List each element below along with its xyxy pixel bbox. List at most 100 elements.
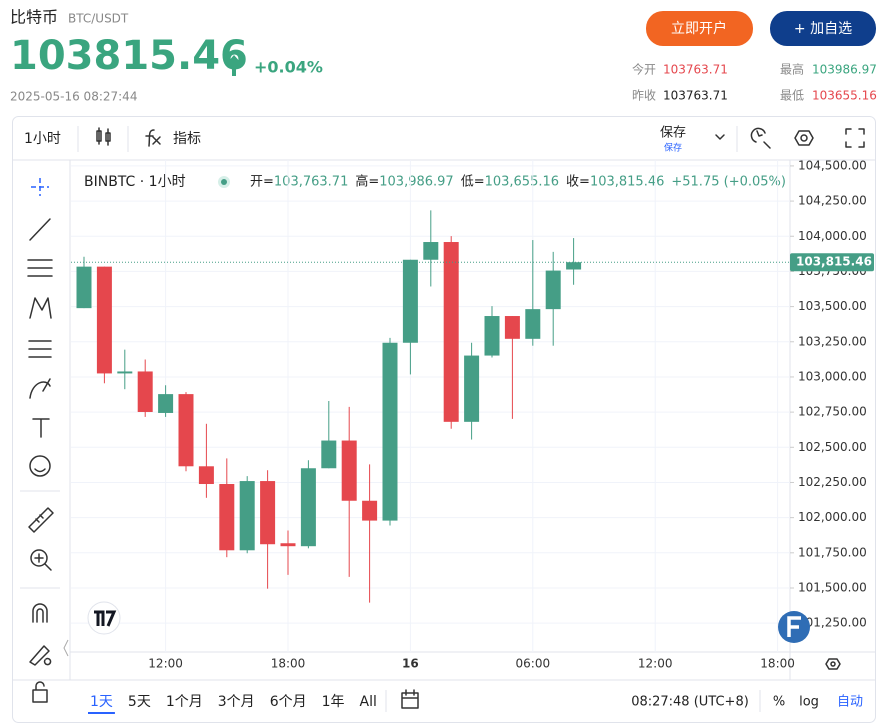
x-tick-label: 12:00 xyxy=(148,657,183,671)
plot: 101,250.00 101,500.00 101,750.00 102,000.00… xyxy=(71,158,874,671)
candle-body xyxy=(198,466,214,485)
y-tick-label: 104,000.00 xyxy=(798,229,867,243)
legend-label: 高= xyxy=(355,174,379,190)
candle-body xyxy=(321,440,337,469)
crosshair-tool[interactable] xyxy=(31,178,49,196)
emoji-smile xyxy=(34,468,46,473)
range-button[interactable]: 5天 xyxy=(128,694,151,710)
y-tick-label: 102,500.00 xyxy=(798,440,867,454)
price-change: +0.04% xyxy=(254,58,323,77)
y-tick-label: 103,250.00 xyxy=(798,334,867,348)
f-logo-mark xyxy=(787,616,801,637)
open-account-label[interactable]: 立即开户 xyxy=(671,20,727,37)
axis-settings[interactable] xyxy=(825,658,841,670)
up-arrow xyxy=(225,54,243,76)
legend-label: 收= xyxy=(566,175,590,190)
legend-value: +51.75 (+0.05%) xyxy=(671,175,786,190)
legend-label: 开= xyxy=(250,175,274,190)
y-tick-label: 102,750.00 xyxy=(798,405,867,419)
percent-toggle[interactable]: % xyxy=(773,695,785,710)
date-range-icon[interactable] xyxy=(401,689,419,709)
dropdown[interactable] xyxy=(715,134,725,140)
projection-tool[interactable] xyxy=(28,340,52,358)
candle-body xyxy=(402,259,418,343)
symbol: BINBTC · 1小时 xyxy=(84,174,186,190)
candle-body xyxy=(341,440,357,501)
pattern-tool[interactable] xyxy=(29,297,52,319)
candle-body xyxy=(423,242,439,260)
candle-body xyxy=(158,394,174,413)
text-tool[interactable] xyxy=(32,418,50,438)
ruler-tool[interactable] xyxy=(28,507,54,533)
stat-value: 103763.71 xyxy=(663,89,728,103)
candle-icon[interactable] xyxy=(96,127,111,146)
candle-body xyxy=(545,270,561,310)
zoom-plus xyxy=(34,553,52,571)
open-account-button[interactable] xyxy=(646,11,753,46)
range-button[interactable]: 1个月 xyxy=(166,694,203,710)
zoom-tool[interactable] xyxy=(30,549,48,567)
range-button[interactable]: All xyxy=(360,694,377,710)
indicators[interactable]: 指标 xyxy=(173,131,201,147)
candle-body xyxy=(443,242,459,422)
alert-icon[interactable] xyxy=(750,127,771,149)
log-toggle[interactable]: log xyxy=(799,695,819,710)
candle-body xyxy=(566,262,582,270)
price-tag xyxy=(790,253,874,272)
settings-icon[interactable] xyxy=(794,130,814,146)
watchlist-label[interactable]: + 加自选 xyxy=(794,21,852,37)
stat-value: 103986.97 xyxy=(812,63,877,77)
range-button[interactable]: 3个月 xyxy=(218,694,255,710)
interval[interactable]: 1小时 xyxy=(24,131,61,147)
save[interactable]: 保存 xyxy=(660,126,686,141)
axis-settings-dot xyxy=(830,661,836,667)
auto-toggle[interactable]: 自动 xyxy=(837,695,863,710)
candle-body xyxy=(484,316,500,356)
candle-body xyxy=(178,394,194,467)
y-tick-label: 102,000.00 xyxy=(798,510,867,524)
range-button[interactable]: 6个月 xyxy=(270,694,307,710)
magnet-tool[interactable] xyxy=(32,603,48,623)
collapse-arrow[interactable] xyxy=(63,639,69,657)
candle-body xyxy=(300,468,316,547)
legend-value: 103,763.71 xyxy=(274,175,348,190)
candle-body xyxy=(137,371,153,412)
candle-body xyxy=(382,342,398,521)
brush-tool[interactable] xyxy=(29,378,51,399)
legend-value: 103,815.46 xyxy=(590,175,664,190)
y-tick-label: 101,250.00 xyxy=(798,616,867,630)
y-tick-label: 103,000.00 xyxy=(798,369,867,383)
line-tool[interactable] xyxy=(29,218,51,241)
fx-icon[interactable] xyxy=(145,129,161,147)
fullscreen-icon[interactable] xyxy=(845,128,865,148)
candle-body xyxy=(219,484,235,551)
range-button[interactable]: 1天 xyxy=(90,694,113,710)
range-button[interactable]: 1年 xyxy=(322,694,345,710)
lock-tool[interactable] xyxy=(32,681,48,703)
y-tick-label: 104,250.00 xyxy=(798,194,867,208)
candle-body xyxy=(239,481,255,551)
candle-body xyxy=(76,266,92,309)
pair: BTC/USDT xyxy=(68,12,129,26)
candle-body xyxy=(362,500,378,521)
y-tick-label: 101,750.00 xyxy=(798,545,867,559)
fib-tool[interactable] xyxy=(27,259,53,277)
candle-body xyxy=(280,543,296,547)
y-tick-label: 102,250.00 xyxy=(798,475,867,489)
candle-body xyxy=(96,266,112,374)
emoji-tool[interactable] xyxy=(29,455,51,477)
tv-logo-mark xyxy=(94,610,117,627)
y-tick-label: 103,500.00 xyxy=(798,299,867,313)
stat-label: 最高 xyxy=(780,62,804,77)
stat-value: 103655.16 xyxy=(812,89,877,103)
candle-body xyxy=(260,481,276,545)
edit-tool[interactable] xyxy=(29,645,52,666)
legend-value: 103,986.97 xyxy=(379,175,453,190)
stat-label: 今开 xyxy=(632,62,656,77)
coin-name: 比特币 xyxy=(10,8,58,27)
watchlist-button[interactable] xyxy=(770,11,876,46)
ohlc-legend: 开= 103,763.71 高= 103,986.97 低= 103,655.16 收= 10… xyxy=(250,174,786,190)
save-sub[interactable]: 保存 xyxy=(664,142,682,154)
status-dot xyxy=(221,179,227,185)
